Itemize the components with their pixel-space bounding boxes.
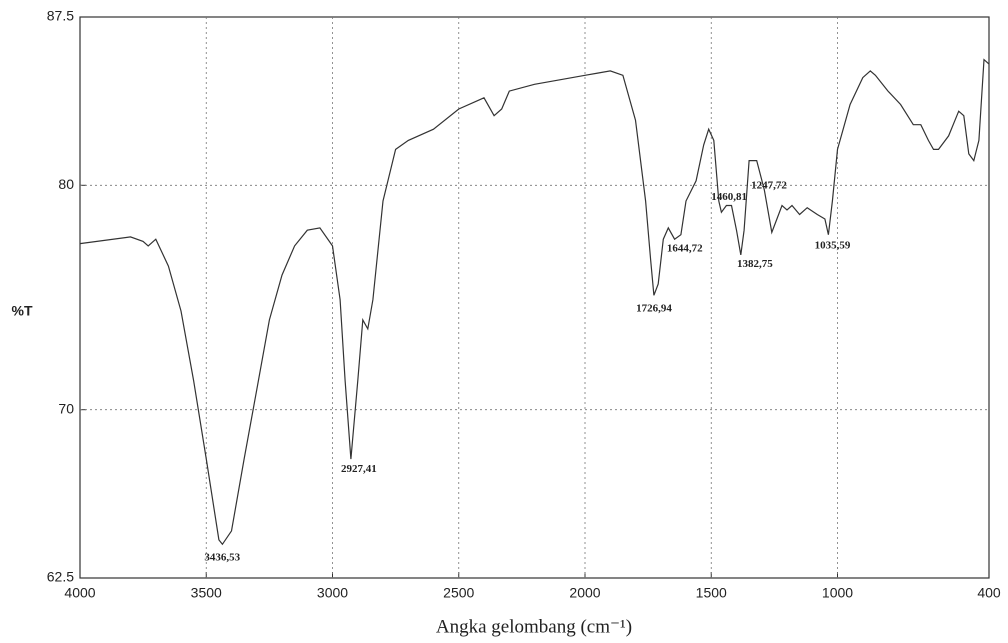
y-tick-label: 87.5	[47, 8, 74, 24]
x-tick-label: 1000	[822, 585, 853, 601]
peak-label: 1035,59	[815, 239, 851, 251]
x-axis-label: Angka gelombang (cm⁻¹)	[436, 616, 632, 637]
x-tick-label: 4000	[64, 585, 95, 601]
chart: %T Angka gelombang (cm⁻¹) 62.5 70 80 87.5 40…	[0, 0, 1008, 643]
peak-label: 1644,72	[667, 243, 703, 255]
x-tick-label: 1500	[696, 585, 727, 601]
peak-label: 2927,41	[341, 463, 377, 475]
y-tick-label: 70	[58, 400, 74, 416]
x-tick-label: 3500	[191, 585, 222, 601]
peak-label: 1382,75	[737, 258, 773, 270]
peak-label: 1726,94	[636, 303, 672, 315]
x-tick-label: 400	[977, 585, 1001, 601]
plot-frame	[80, 17, 989, 578]
y-axis-label: %T	[12, 303, 33, 319]
y-tick-label: 62.5	[47, 569, 74, 585]
spectrum-line	[80, 60, 989, 545]
page: %T Angka gelombang (cm⁻¹) 62.5 70 80 87.5 40…	[0, 0, 1008, 643]
x-tick-label: 2500	[443, 585, 474, 601]
x-tick-label: 3000	[317, 585, 348, 601]
peak-label: 3436,53	[204, 552, 240, 564]
x-tick-label: 2000	[569, 585, 600, 601]
peak-label: 1460,81	[711, 191, 747, 203]
peak-label: 1247,72	[751, 180, 787, 192]
y-tick-label: 80	[58, 176, 74, 192]
